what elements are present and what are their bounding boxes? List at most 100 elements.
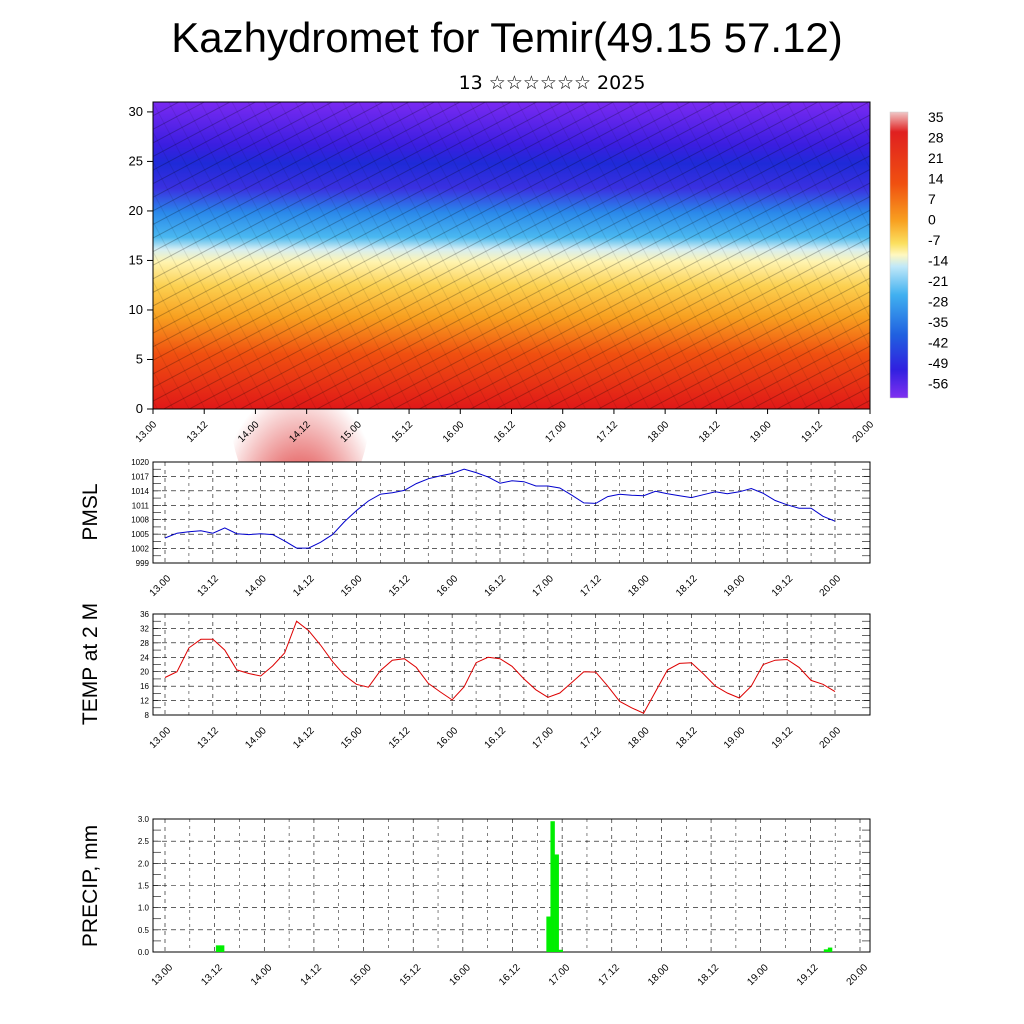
x-tick-label: 19.12 [770,573,796,599]
colorbar-label: -49 [928,355,948,371]
colorbar-label: 0 [928,212,936,228]
y-tick-label: 0 [136,401,143,416]
x-tick-label: 16.00 [435,725,461,751]
x-tick-label: 14.00 [249,962,275,988]
colorbar-label: 14 [928,171,944,187]
precip-bar [558,949,563,952]
x-tick-label: 18.00 [626,725,652,751]
x-tick-label: 16.12 [483,573,509,599]
x-tick-label: 13.12 [199,962,225,988]
x-tick-label: 19.00 [722,573,748,599]
y-axis-label: PMSL [79,483,102,540]
colorbar-label: -35 [928,314,948,330]
x-tick-label: 16.12 [492,419,518,445]
x-tick-label: 13.00 [148,725,174,751]
x-tick-label: 18.12 [697,419,723,445]
x-tick-label: 18.00 [646,419,672,445]
x-tick-label: 19.12 [799,419,825,445]
x-tick-label: 20.00 [845,962,871,988]
y-tick-label: 5 [136,351,143,366]
y-tick-label: 28 [140,639,149,648]
y-tick-label: 1020 [131,458,149,467]
colorbar-label: 28 [928,130,944,146]
x-tick-label: 17.12 [578,725,604,751]
x-tick-label: 15.12 [390,419,416,445]
x-tick-label: 19.00 [745,962,771,988]
y-tick-label: 999 [136,559,150,568]
y-tick-label: 2.0 [138,859,150,868]
wind-streamlines [153,102,870,409]
y-tick-label: 30 [129,104,143,119]
precip-bar [550,821,555,952]
colorbar-label: 21 [928,150,944,166]
x-tick-label: 15.12 [387,725,413,751]
x-tick-label: 14.00 [243,725,269,751]
y-tick-label: 15 [129,252,143,267]
y-tick-label: 25 [129,153,143,168]
precip-bar [827,947,833,952]
y-tick-label: 20 [129,203,143,218]
y-tick-label: 20 [140,668,149,677]
x-tick-label: 13.12 [196,573,222,599]
x-tick-label: 15.00 [339,573,365,599]
x-tick-label: 20.00 [851,419,877,445]
x-tick-label: 20.00 [818,573,844,599]
y-tick-label: 3.0 [138,815,150,824]
y-tick-label: 36 [140,610,149,619]
x-tick-label: 17.00 [543,419,569,445]
y-tick-label: 0.0 [138,948,150,957]
y-tick-label: 1002 [131,545,149,554]
precip-bar [215,945,221,952]
y-tick-label: 1011 [132,501,150,510]
precip-bar [823,949,829,952]
x-tick-label: 16.00 [441,419,467,445]
y-axis-label: PRECIP, mm [79,825,102,947]
precip-bar [546,916,551,952]
y-tick-label: 0.5 [138,926,150,935]
colorbar-label: -14 [928,253,948,269]
x-tick-label: 16.12 [497,962,523,988]
x-tick-label: 16.00 [435,573,461,599]
x-tick-label: 18.00 [646,962,672,988]
precip-bar [219,945,225,952]
x-tick-label: 14.12 [291,573,317,599]
page-subtitle: 13 ☆☆☆☆☆☆ 2025 [458,72,646,94]
plot-frame [152,613,871,716]
x-tick-label: 16.12 [483,725,509,751]
x-tick-label: 13.00 [148,573,174,599]
colorbar-label: -42 [928,335,948,351]
x-tick-label: 15.12 [387,573,413,599]
x-tick-label: 14.12 [299,962,325,988]
colorbar-label: -7 [928,232,941,248]
x-tick-label: 19.12 [770,725,796,751]
y-axis-label: TEMP at 2 M [79,603,102,725]
colorbar-label: -56 [928,376,948,392]
x-tick-label: 19.00 [748,419,774,445]
x-tick-label: 19.00 [722,725,748,751]
x-tick-label: 13.00 [150,962,176,988]
colorbar-label: 7 [928,191,936,207]
y-tick-label: 8 [145,711,150,720]
x-tick-label: 15.00 [339,725,365,751]
x-tick-label: 17.00 [547,962,573,988]
x-tick-label: 18.00 [626,573,652,599]
y-tick-label: 10 [129,302,143,317]
precip-bar [554,854,559,952]
x-tick-label: 16.00 [448,962,474,988]
x-tick-label: 15.12 [398,962,424,988]
colorbar-label: -28 [928,294,948,310]
temp-chart: 8 12 16 20 24 28 32 36 13.00 13.12 14.00 14.12 15.00… [79,603,871,751]
y-tick-label: 1.5 [138,882,150,891]
x-tick-label: 14.00 [243,573,269,599]
x-tick-label: 19.12 [795,962,821,988]
x-tick-label: 17.12 [578,573,604,599]
colorbar [889,111,909,399]
y-tick-label: 2.5 [138,837,150,846]
y-tick-label: 1008 [131,516,149,525]
precip-chart: 0.0 0.5 1.0 1.5 2.0 2.5 3.0 13.00 13.12 14.00 14.1… [79,815,871,988]
x-tick-label: 20.00 [818,725,844,751]
x-tick-label: 14.12 [291,725,317,751]
x-tick-label: 17.12 [595,419,621,445]
x-tick-label: 15.00 [348,962,374,988]
